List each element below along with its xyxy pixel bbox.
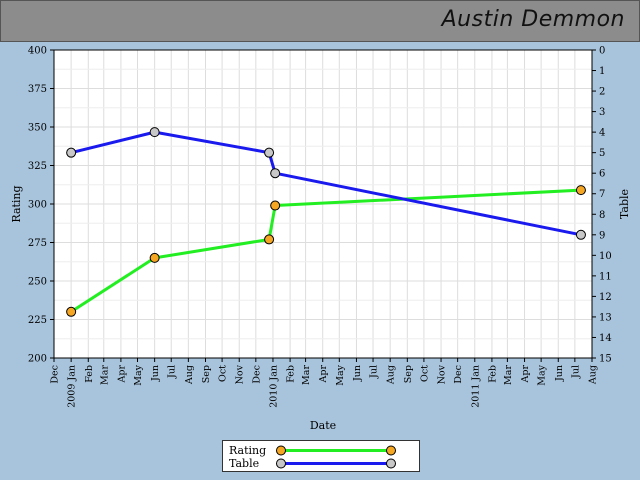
legend-swatch-table (276, 458, 396, 469)
legend-swatch-rating (276, 445, 396, 456)
data-point-rating (149, 252, 160, 263)
y-right-axis-title: Table (618, 189, 631, 219)
y-right-tick-label: 1 (599, 66, 605, 77)
x-tick-label: Apr (318, 365, 329, 384)
x-tick-label: Sep (403, 365, 414, 383)
y-left-tick-label: 400 (28, 46, 47, 57)
y-left-tick-label: 275 (28, 238, 47, 249)
x-tick-label: Feb (84, 365, 95, 383)
x-tick-label: Feb (286, 365, 297, 383)
y-right-tick-label: 15 (599, 354, 612, 365)
x-tick-label: Jun (352, 365, 363, 382)
y-right-tick-label: 2 (599, 87, 605, 98)
x-tick-label: Mar (301, 365, 312, 385)
y-right-tick-label: 0 (599, 46, 605, 57)
y-right-tick-label: 3 (599, 107, 605, 118)
x-tick-label: Aug (184, 365, 195, 385)
y-left-tick-label: 250 (28, 277, 47, 288)
y-right-tick-label: 6 (599, 169, 605, 180)
x-tick-label: Dec (251, 365, 262, 384)
x-tick-label: Nov (437, 364, 448, 384)
x-tick-label: Mar (99, 365, 110, 385)
data-point-rating (264, 234, 275, 245)
x-tick-label: Jul (369, 365, 380, 379)
x-tick-label: May (133, 364, 144, 385)
legend-label-table: Table (229, 457, 260, 470)
x-tick-label: 2009 Jan (67, 365, 78, 408)
y-right-tick-label: 14 (599, 333, 612, 344)
data-point-table (66, 147, 77, 158)
y-right-tick-label: 4 (599, 128, 605, 139)
y-right-tick-label: 13 (599, 312, 612, 323)
legend: Rating Table (222, 440, 420, 472)
page-title: Austin Demmon (441, 7, 625, 32)
x-tick-label: May (335, 364, 346, 385)
data-point-rating (66, 306, 77, 317)
y-right-tick-label: 12 (599, 292, 612, 303)
x-tick-label: Aug (386, 365, 397, 385)
y-right-tick-label: 7 (599, 189, 605, 200)
legend-item-table: Table (229, 457, 396, 470)
x-tick-label: Jun (150, 365, 161, 382)
y-right-tick-label: 11 (599, 271, 612, 282)
x-tick-label: Oct (419, 365, 430, 382)
x-tick-label: Jun (554, 365, 565, 382)
x-tick-label: Mar (503, 365, 514, 385)
x-tick-label: 2010 Jan (268, 365, 279, 408)
x-tick-label: Sep (201, 365, 212, 383)
x-tick-label: Jul (570, 365, 581, 379)
y-left-tick-label: 350 (28, 123, 47, 134)
x-tick-label: Dec (50, 365, 61, 384)
y-left-tick-label: 300 (28, 200, 47, 211)
y-right-tick-label: 9 (599, 230, 605, 241)
y-left-tick-label: 200 (28, 354, 47, 365)
y-left-tick-label: 225 (28, 315, 47, 326)
data-point-table (264, 147, 275, 158)
x-tick-label: Oct (218, 365, 229, 382)
data-point-table (270, 168, 281, 179)
x-tick-label: Aug (588, 365, 599, 385)
x-tick-label: Jul (167, 365, 178, 379)
data-point-rating (575, 185, 586, 196)
x-tick-label: Dec (453, 365, 464, 384)
y-left-axis-title: Rating (10, 185, 23, 222)
x-tick-label: Apr (116, 365, 127, 384)
y-left-tick-label: 325 (28, 161, 47, 172)
x-tick-label: May (537, 364, 548, 385)
x-tick-label: Feb (487, 365, 498, 383)
x-tick-label: 2011 Jan (470, 365, 481, 408)
data-point-rating (270, 200, 281, 211)
x-tick-label: Nov (235, 364, 246, 384)
y-left-tick-label: 375 (28, 84, 47, 95)
legend-item-rating: Rating (229, 444, 396, 457)
data-point-table (575, 229, 586, 240)
y-right-tick-label: 8 (599, 210, 605, 221)
x-tick-label: Apr (520, 365, 531, 384)
data-point-table (149, 127, 160, 138)
x-axis-title: Date (310, 419, 336, 432)
legend-label-rating: Rating (229, 444, 267, 457)
y-right-tick-label: 10 (599, 251, 612, 262)
header-bar: Austin Demmon (0, 0, 640, 42)
y-right-tick-label: 5 (599, 148, 605, 159)
